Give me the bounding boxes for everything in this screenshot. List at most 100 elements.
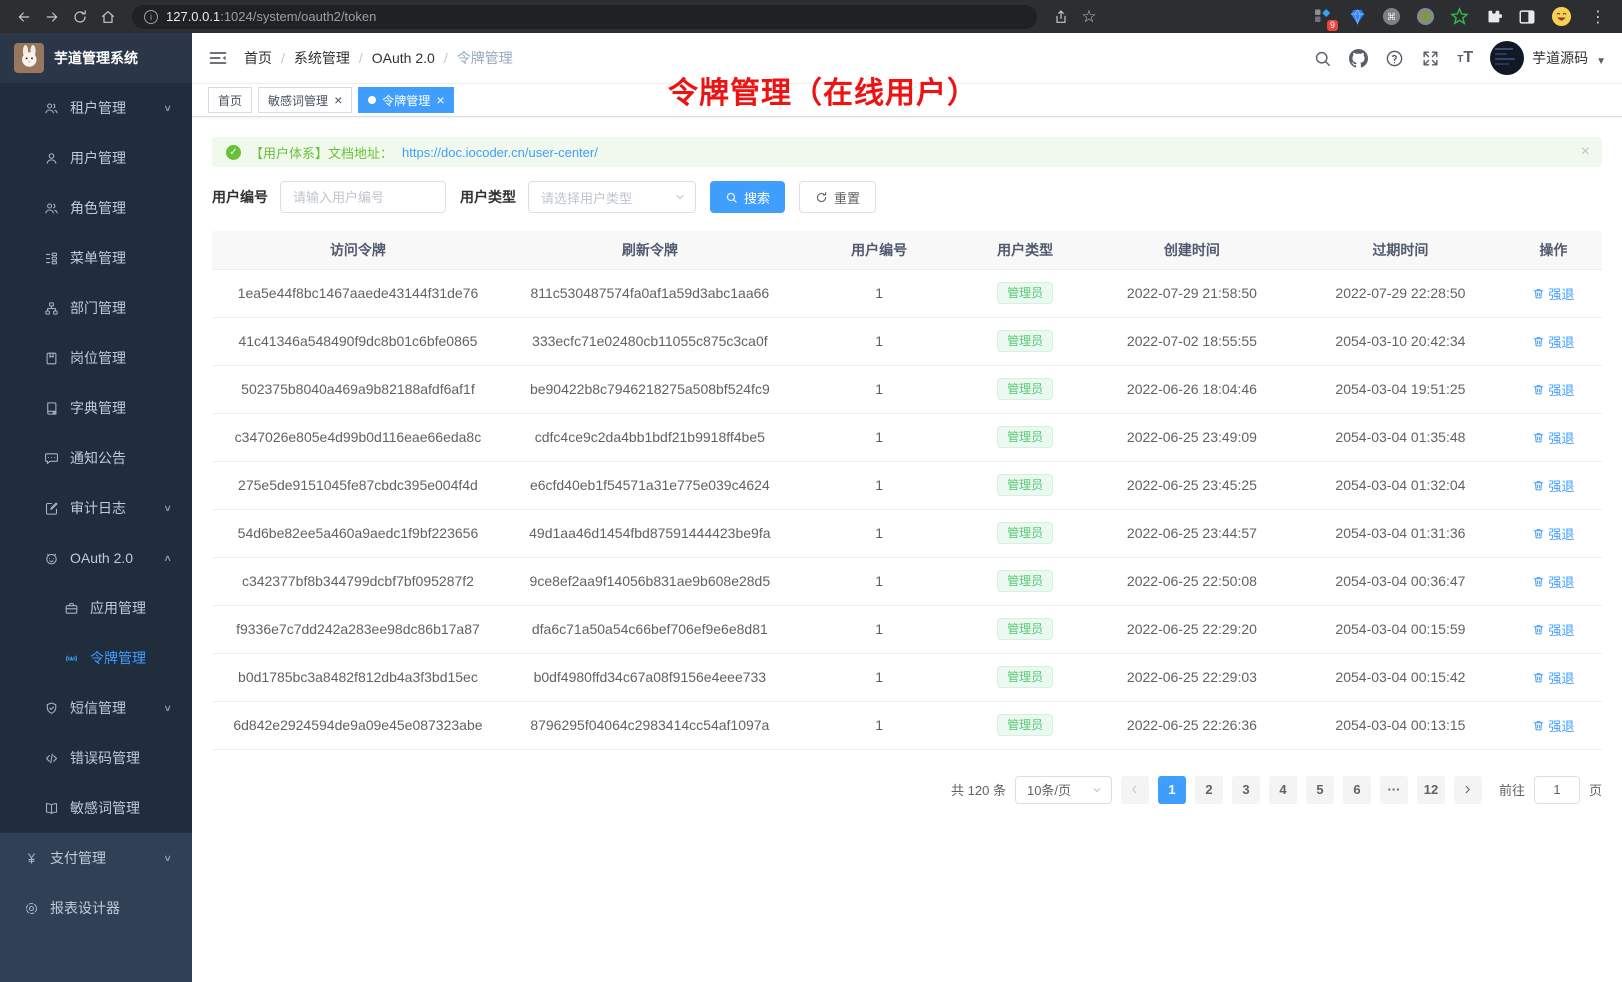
sidebar-menu-item[interactable]: 支付管理 ∨: [0, 833, 192, 883]
user-type-cell: 管理员: [962, 317, 1088, 366]
alert-close-icon[interactable]: ×: [1580, 143, 1590, 160]
profile-emoji-avatar[interactable]: [1550, 6, 1572, 28]
sidebar-menu-item[interactable]: 菜单管理: [0, 233, 192, 283]
sidebar-menu-item[interactable]: 用户管理: [0, 133, 192, 183]
sidebar-menu-item[interactable]: 敏感词管理: [0, 783, 192, 833]
command-extension-icon[interactable]: ⌘: [1380, 6, 1402, 28]
tab[interactable]: 令牌管理 ×: [358, 87, 455, 113]
close-icon[interactable]: ×: [334, 92, 343, 108]
sidebar-item-label: 岗位管理: [70, 350, 126, 366]
sidebar-menu-item[interactable]: 令牌管理: [0, 633, 192, 683]
gem-extension-icon[interactable]: [1346, 6, 1368, 28]
force-logout-button[interactable]: 强退: [1532, 572, 1574, 591]
force-logout-button[interactable]: 强退: [1532, 428, 1574, 447]
page-size-select[interactable]: 10条/页: [1014, 775, 1112, 804]
user-type-select[interactable]: 请选择用户类型: [528, 181, 696, 213]
chrome-menu-icon[interactable]: ⋮: [1590, 8, 1606, 26]
bookmark-star-icon[interactable]: ☆: [1081, 6, 1097, 26]
extensions-area: 9 ⌘ ⋮: [1312, 3, 1612, 31]
goto-page-input[interactable]: [1533, 775, 1580, 804]
caret-down-icon: ▼: [1596, 56, 1606, 67]
search-icon[interactable]: [1313, 49, 1332, 68]
tab[interactable]: 首页: [208, 87, 253, 113]
table-row: 6d842e2924594de9a09e45e087323abe 8796295…: [212, 701, 1602, 750]
refresh-token-cell: 49d1aa46d1454fbd87591444423be9fa: [503, 509, 796, 558]
breadcrumb-item[interactable]: OAuth 2.0: [371, 50, 435, 66]
force-logout-button[interactable]: 强退: [1532, 716, 1574, 735]
user-id-cell: 1: [795, 413, 963, 462]
sidebar-item-label: 应用管理: [90, 600, 146, 616]
force-logout-button[interactable]: 强退: [1532, 620, 1574, 639]
prev-page-button[interactable]: [1120, 775, 1149, 804]
puzzle-extensions-icon[interactable]: [1482, 6, 1504, 28]
sidebar-menu-item[interactable]: 通知公告: [0, 433, 192, 483]
sidebar-menu-item[interactable]: 租户管理 ∨: [0, 83, 192, 133]
forward-icon[interactable]: [38, 3, 66, 31]
font-size-icon[interactable]: TT: [1457, 49, 1474, 66]
page-button[interactable]: 1: [1157, 775, 1186, 804]
page-button[interactable]: 2: [1194, 775, 1223, 804]
breadcrumb-item[interactable]: 令牌管理: [456, 50, 513, 66]
action-cell: 强退: [1504, 557, 1602, 606]
address-bar[interactable]: i 127.0.0.1:1024/system/oauth2/token: [132, 4, 1037, 29]
breadcrumb-item[interactable]: 系统管理: [293, 50, 350, 66]
sidebar-menu-item[interactable]: 错误码管理: [0, 733, 192, 783]
page-button[interactable]: 3: [1231, 775, 1260, 804]
collapse-sidebar-icon[interactable]: [208, 48, 228, 68]
force-logout-button[interactable]: 强退: [1532, 284, 1574, 303]
page-button[interactable]: 5: [1305, 775, 1334, 804]
user-id-cell: 1: [795, 605, 963, 654]
page-button[interactable]: 6: [1342, 775, 1371, 804]
sidebar-item-label: 菜单管理: [70, 250, 126, 266]
access-token-cell: b0d1785bc3a8482f812db4a3f3bd15ec: [212, 653, 504, 702]
table-row: 502375b8040a469a9b82188afdf6af1f be90422…: [212, 365, 1602, 414]
reset-button[interactable]: 重置: [799, 181, 877, 213]
app-logo[interactable]: 芋道管理系统: [0, 33, 192, 83]
table-row: 41c41346a548490f9dc8b01c6bfe0865 333ecfc…: [212, 317, 1602, 366]
back-icon[interactable]: [10, 3, 38, 31]
sidebar-menu-item[interactable]: OAuth 2.0 ∧: [0, 533, 192, 583]
home-icon[interactable]: [94, 3, 122, 31]
sidebar-menu-item[interactable]: 岗位管理: [0, 333, 192, 383]
site-info-icon[interactable]: i: [144, 9, 158, 24]
force-logout-button[interactable]: 强退: [1532, 380, 1574, 399]
search-button[interactable]: 搜索: [710, 181, 786, 213]
chevron-icon: ∨: [163, 702, 172, 714]
help-icon[interactable]: [1385, 49, 1404, 68]
page-button[interactable]: 12: [1416, 775, 1445, 804]
star-extension-icon[interactable]: [1448, 6, 1470, 28]
sidebar-menu-item[interactable]: 部门管理: [0, 283, 192, 333]
breadcrumb-item[interactable]: 首页: [244, 50, 272, 66]
next-page-button[interactable]: [1453, 775, 1482, 804]
force-logout-button[interactable]: 强退: [1532, 332, 1574, 351]
doc-link[interactable]: https://doc.iocoder.cn/user-center/: [402, 144, 598, 160]
access-token-cell: c347026e805e4d99b0d116eae66eda8c: [212, 413, 504, 462]
user-icon: [44, 151, 59, 166]
page-button[interactable]: 4: [1268, 775, 1297, 804]
chevron-down-icon: [1091, 784, 1103, 796]
sidebar-menu-item[interactable]: 应用管理: [0, 583, 192, 633]
force-logout-button[interactable]: 强退: [1532, 524, 1574, 543]
reload-icon[interactable]: [66, 3, 94, 31]
sidebar-menu-item[interactable]: 角色管理: [0, 183, 192, 233]
share-icon[interactable]: [1047, 3, 1075, 31]
sidebar-item-label: 错误码管理: [70, 750, 140, 766]
close-icon[interactable]: ×: [436, 92, 445, 108]
user-profile[interactable]: 芋道源码 ▼: [1490, 41, 1606, 75]
force-logout-button[interactable]: 强退: [1532, 476, 1574, 495]
sidebar-menu-item[interactable]: 审计日志 ∨: [0, 483, 192, 533]
page-button[interactable]: ···: [1379, 775, 1408, 804]
sidebar-menu-item[interactable]: 短信管理 ∨: [0, 683, 192, 733]
force-logout-button[interactable]: 强退: [1532, 668, 1574, 687]
github-icon[interactable]: [1349, 48, 1369, 68]
fullscreen-icon[interactable]: [1421, 49, 1440, 68]
extension-icon[interactable]: 9: [1312, 6, 1338, 31]
recorder-extension-icon[interactable]: [1414, 6, 1436, 28]
user-type-cell: 管理员: [962, 413, 1088, 462]
user-id-input[interactable]: [280, 181, 446, 213]
sidebar-panel-icon[interactable]: [1516, 6, 1538, 28]
sidebar-menu-item[interactable]: 报表设计器: [0, 883, 192, 933]
user-type-cell: 管理员: [962, 653, 1088, 702]
sidebar-menu-item[interactable]: 字典管理: [0, 383, 192, 433]
tab[interactable]: 敏感词管理 ×: [258, 87, 353, 113]
